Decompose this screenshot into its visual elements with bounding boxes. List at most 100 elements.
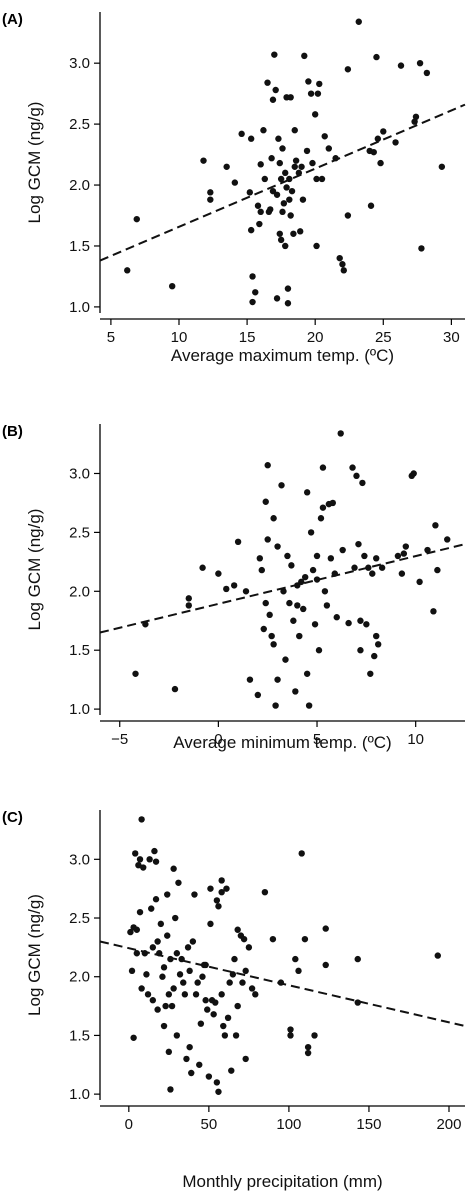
y-tick-label: 2.0 [69, 969, 90, 986]
x-tick-label: 20 [307, 329, 324, 346]
data-point [221, 1032, 229, 1039]
data-point [165, 1048, 173, 1056]
data-point [234, 538, 242, 546]
data-point [148, 905, 155, 912]
data-point [377, 159, 384, 167]
data-point [207, 196, 214, 203]
data-point [249, 273, 256, 280]
data-point [295, 967, 302, 975]
data-point [136, 908, 144, 916]
data-point [262, 498, 269, 505]
data-point [416, 59, 424, 67]
data-point [180, 979, 187, 986]
data-point [232, 1032, 240, 1039]
x-axis-title: Average maximum temp. (ºC) [171, 346, 394, 365]
y-tick-label: 3.0 [69, 55, 90, 72]
data-point [173, 950, 181, 957]
data-point [287, 94, 294, 101]
data-point [345, 619, 352, 627]
data-point [220, 1022, 227, 1030]
data-point [207, 920, 214, 928]
data-point [287, 212, 294, 219]
data-point [213, 1079, 221, 1086]
data-point [374, 135, 382, 142]
data-point [313, 576, 321, 583]
data-point [189, 938, 197, 945]
data-point [291, 127, 298, 134]
data-point [301, 935, 309, 943]
data-point [398, 570, 406, 577]
data-point [223, 585, 230, 593]
data-point [329, 499, 337, 507]
data-point [218, 888, 225, 896]
data-point [215, 1088, 222, 1095]
data-point [238, 130, 245, 138]
data-point [307, 90, 315, 97]
data-point [365, 564, 372, 571]
data-point [132, 670, 139, 677]
panel-label: (A) [2, 11, 23, 28]
data-point [234, 926, 241, 933]
chart-panel-3: (C) 1.0 1.5 2.0 2.5 3.0 0 50 100 150 200 Monthly pr… [2, 809, 466, 1191]
data-point [434, 566, 441, 574]
data-point [286, 599, 293, 607]
data-point [355, 540, 362, 548]
data-point [173, 1032, 181, 1039]
data-point [242, 588, 250, 595]
x-tick-label: 30 [443, 329, 460, 346]
data-point [269, 935, 277, 943]
data-point [325, 145, 333, 152]
data-point [296, 632, 303, 640]
data-point [361, 552, 368, 560]
data-point [247, 226, 255, 234]
data-point [344, 212, 352, 219]
data-point [144, 991, 152, 998]
data-point [146, 856, 153, 863]
data-point [256, 220, 263, 228]
data-point [252, 991, 259, 998]
data-point [282, 169, 289, 177]
data-point [204, 1006, 211, 1013]
x-tick-label: 10 [171, 329, 188, 346]
panel-label: (B) [2, 423, 23, 440]
trend-line [99, 103, 466, 262]
data-point [355, 18, 362, 25]
data-point [185, 595, 192, 602]
data-point [298, 578, 305, 586]
data-point [159, 973, 166, 980]
y-tick-label: 1.0 [69, 299, 90, 316]
data-point [213, 897, 221, 904]
data-point [307, 529, 315, 536]
data-point [224, 1014, 232, 1022]
data-point [164, 891, 171, 898]
data-point [313, 242, 320, 250]
data-point [292, 157, 300, 164]
x-tick-label: 25 [375, 329, 392, 346]
data-point [337, 430, 344, 437]
data-point [374, 641, 382, 648]
data-point [168, 1002, 176, 1010]
data-point [411, 118, 418, 125]
data-point [282, 242, 289, 250]
data-point [170, 985, 177, 992]
data-point [357, 617, 364, 624]
x-tick-label: −5 [111, 731, 128, 748]
data-point [315, 647, 323, 654]
data-point [301, 52, 308, 60]
data-point [367, 202, 375, 209]
data-point [288, 187, 296, 195]
data-point [303, 489, 311, 496]
data-point [202, 997, 209, 1004]
data-point [143, 971, 150, 978]
data-point [276, 159, 283, 167]
data-point [321, 133, 328, 140]
data-point [196, 1061, 203, 1068]
data-point [247, 135, 255, 142]
x-tick-label: 100 [276, 1116, 301, 1133]
data-point [294, 602, 301, 609]
data-point [192, 991, 200, 998]
data-point [133, 215, 140, 223]
y-tick-label: 1.0 [69, 701, 90, 718]
data-point [430, 608, 437, 615]
